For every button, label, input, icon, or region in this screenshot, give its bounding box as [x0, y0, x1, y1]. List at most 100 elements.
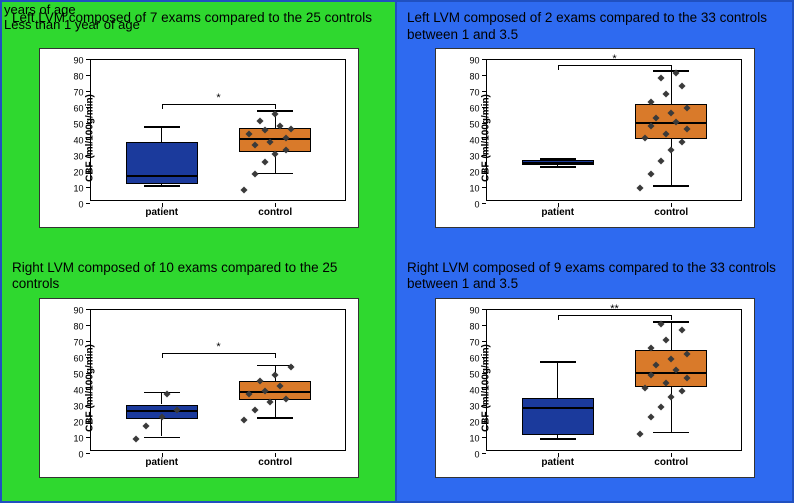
whisker-cap [653, 70, 689, 72]
significance-label: * [612, 53, 616, 65]
y-tick-label: 20 [469, 168, 479, 171]
x-tick-label: control [654, 207, 688, 218]
whisker-cap [144, 126, 180, 128]
y-tick-line [86, 453, 90, 454]
boxplot-box [126, 142, 198, 184]
y-tick-label: 20 [73, 417, 83, 420]
significance-label: ** [610, 303, 619, 315]
overlay-text: years of ageLess than 1 year of age [4, 2, 140, 32]
y-tick-label: 80 [469, 321, 479, 324]
right-panel: Left LVM composed of 2 exams compared to… [397, 2, 792, 501]
x-tick-label: patient [145, 207, 178, 218]
chart-title: Left LVM composed of 2 exams compared to… [407, 10, 782, 44]
whisker [275, 400, 277, 418]
chart-quadrant: Right LVM composed of 9 exams compared t… [397, 252, 792, 502]
x-tick-label: patient [541, 457, 574, 468]
median-line [635, 122, 707, 124]
significance-label: * [216, 92, 220, 104]
y-tick-label: 0 [78, 200, 83, 203]
chart-quadrant: Left LVM composed of 7 exams compared to… [2, 2, 395, 252]
y-tick-label: 70 [469, 88, 479, 91]
median-line [239, 138, 311, 140]
median-line [126, 410, 198, 412]
median-line [635, 372, 707, 374]
y-tick-label: 30 [469, 152, 479, 155]
y-tick-label: 90 [469, 305, 479, 308]
chart-frame: CBF (ml/100g/min)0102030405060708090pati… [39, 48, 359, 228]
significance-bar [162, 353, 276, 354]
y-tick-label: 80 [73, 72, 83, 75]
y-tick-label: 10 [73, 184, 83, 187]
whisker [161, 126, 163, 142]
y-tick-label: 70 [469, 337, 479, 340]
significance-bar [162, 104, 276, 105]
median-line [522, 162, 594, 164]
significance-tick [671, 65, 672, 70]
y-tick-label: 60 [73, 353, 83, 356]
x-tick-label: patient [145, 457, 178, 468]
y-tick-line [86, 203, 90, 204]
significance-tick [558, 65, 559, 70]
x-tick-line [162, 203, 163, 207]
y-tick-label: 70 [73, 88, 83, 91]
x-tick-line [671, 203, 672, 207]
y-tick-label: 0 [474, 200, 479, 203]
chart-quadrant: Left LVM composed of 2 exams compared to… [397, 2, 792, 252]
plot-area [90, 309, 346, 451]
whisker-cap [257, 417, 293, 419]
y-tick-label: 20 [73, 168, 83, 171]
x-tick-label: control [258, 457, 292, 468]
y-tick-label: 50 [73, 120, 83, 123]
whisker-cap [540, 438, 576, 440]
whisker-cap [144, 437, 180, 439]
y-tick-label: 70 [73, 337, 83, 340]
figure-container: Left LVM composed of 7 exams compared to… [0, 0, 794, 503]
whisker-cap [540, 361, 576, 363]
x-tick-line [671, 453, 672, 457]
chart-frame: CBF (ml/100g/min)0102030405060708090pati… [435, 48, 755, 228]
significance-tick [162, 104, 163, 109]
chart-quadrant: Right LVM composed of 10 exams compared … [2, 252, 395, 502]
x-tick-label: control [258, 207, 292, 218]
x-tick-line [558, 453, 559, 457]
y-tick-label: 0 [474, 449, 479, 452]
y-tick-label: 90 [469, 56, 479, 59]
significance-tick [275, 353, 276, 358]
significance-bar [558, 315, 672, 316]
significance-tick [558, 315, 559, 320]
y-tick-label: 30 [73, 401, 83, 404]
y-tick-label: 90 [73, 56, 83, 59]
boxplot-box [522, 398, 594, 435]
whisker [161, 419, 163, 437]
y-tick-label: 60 [469, 104, 479, 107]
whisker-cap [257, 173, 293, 175]
y-tick-label: 40 [469, 385, 479, 388]
whisker-cap [144, 392, 180, 394]
y-tick-label: 0 [78, 449, 83, 452]
chart-frame: CBF (ml/100g/min)0102030405060708090pati… [39, 298, 359, 478]
y-tick-label: 10 [73, 433, 83, 436]
median-line [126, 175, 198, 177]
x-tick-label: patient [541, 207, 574, 218]
whisker [557, 361, 559, 398]
whisker [671, 70, 673, 104]
x-tick-line [275, 203, 276, 207]
whisker-cap [144, 185, 180, 187]
significance-label: * [216, 341, 220, 353]
left-panel: Left LVM composed of 7 exams compared to… [2, 2, 397, 501]
chart-frame: CBF (ml/100g/min)0102030405060708090pati… [435, 298, 755, 478]
y-tick-label: 40 [73, 136, 83, 139]
y-tick-label: 40 [73, 385, 83, 388]
chart-title: Right LVM composed of 10 exams compared … [12, 260, 385, 294]
y-tick-label: 80 [469, 72, 479, 75]
y-tick-label: 20 [469, 417, 479, 420]
whisker-cap [540, 166, 576, 168]
x-tick-line [275, 453, 276, 457]
whisker-cap [653, 432, 689, 434]
y-tick-label: 80 [73, 321, 83, 324]
y-tick-label: 50 [469, 120, 479, 123]
y-tick-label: 50 [469, 369, 479, 372]
x-tick-line [162, 453, 163, 457]
x-tick-line [558, 203, 559, 207]
y-tick-label: 90 [73, 305, 83, 308]
